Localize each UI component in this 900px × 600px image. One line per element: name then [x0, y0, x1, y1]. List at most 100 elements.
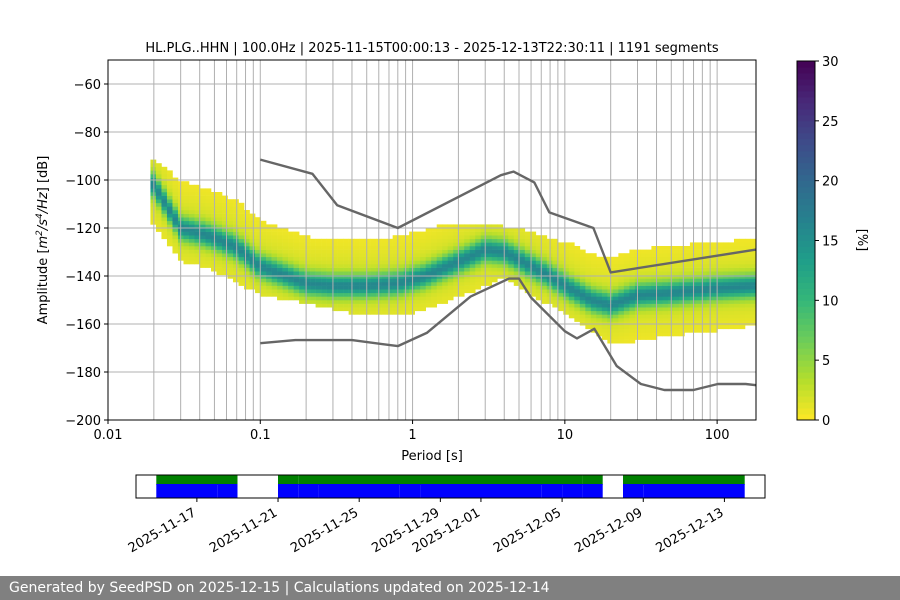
psd-cell — [436, 224, 443, 229]
psd-cell — [359, 271, 366, 276]
psd-cell — [392, 256, 399, 261]
psd-cell — [414, 256, 421, 261]
psd-cell — [370, 296, 377, 301]
psd-cell — [326, 303, 333, 308]
psd-cell — [552, 271, 559, 276]
psd-cell — [447, 274, 454, 279]
psd-cell — [579, 314, 586, 319]
psd-cell — [188, 246, 195, 250]
psd-cell — [475, 282, 482, 286]
colorbar-segment — [797, 270, 815, 277]
psd-cell — [420, 300, 426, 304]
y-tick-label: −80 — [74, 126, 101, 141]
psd-cell — [728, 282, 735, 286]
psd-cell — [684, 292, 691, 297]
psd-cell — [161, 224, 168, 229]
psd-cell — [211, 256, 217, 261]
psd-cell — [684, 278, 691, 283]
psd-cell — [310, 267, 316, 272]
psd-cell — [222, 206, 228, 211]
psd-cell — [310, 300, 316, 304]
psd-cell — [717, 242, 724, 247]
psd-cell — [585, 267, 592, 272]
psd-cell — [392, 264, 399, 268]
psd-cell — [695, 271, 702, 276]
psd-cell — [557, 292, 564, 297]
available-data-interval — [399, 484, 421, 498]
psd-cell — [458, 292, 465, 297]
psd-cell — [590, 296, 597, 301]
psd-cell — [673, 253, 680, 258]
psd-cell — [486, 274, 493, 279]
psd-cell — [684, 307, 691, 312]
psd-cell — [706, 274, 713, 279]
psd-cell — [172, 184, 179, 189]
psd-cell — [453, 285, 460, 290]
psd-cell — [266, 289, 272, 294]
psd-cell — [640, 292, 647, 297]
psd-cell — [502, 271, 509, 276]
psd-cell — [442, 267, 449, 272]
psd-cell — [233, 260, 239, 265]
psd-cell — [645, 289, 652, 294]
psd-cell — [673, 278, 680, 283]
psd-cell — [266, 231, 272, 236]
psd-cell — [431, 228, 438, 232]
colorbar-segment — [797, 72, 815, 80]
psd-cell — [288, 289, 294, 294]
psd-cell — [750, 267, 757, 272]
psd-cell — [480, 231, 487, 236]
psd-cell — [359, 242, 366, 247]
psd-cell — [277, 292, 283, 297]
psd-cell — [403, 307, 410, 312]
psd-cell — [596, 260, 603, 265]
psd-cell — [618, 253, 625, 258]
psd-cell — [601, 292, 608, 297]
colorbar-segment — [797, 414, 815, 421]
psd-cell — [233, 242, 239, 247]
psd-cell — [629, 300, 636, 304]
psd-cell — [288, 271, 294, 276]
psd-cell — [656, 246, 663, 250]
psd-cell — [535, 285, 542, 290]
psd-cell — [464, 235, 471, 240]
psd-cell — [629, 328, 636, 333]
psd-cell — [260, 285, 267, 290]
psd-cell — [155, 228, 162, 232]
psd-cell — [381, 292, 388, 297]
psd-cell — [618, 307, 625, 312]
psd-cell — [513, 253, 520, 258]
colorbar-segment — [797, 294, 815, 301]
psd-cell — [337, 246, 344, 250]
psd-cell — [733, 296, 740, 301]
psd-cell — [304, 271, 311, 276]
psd-cell — [640, 314, 647, 319]
psd-cell — [700, 242, 707, 247]
psd-cell — [563, 246, 570, 250]
psd-cell — [689, 246, 696, 250]
psd-cell — [277, 271, 283, 276]
psd-cell — [601, 314, 608, 319]
psd-cell — [750, 238, 757, 243]
psd-cell — [700, 271, 707, 276]
psd-cell — [216, 256, 223, 261]
colorbar-segment — [797, 276, 815, 283]
psd-cell — [442, 228, 449, 232]
psd-cell — [568, 314, 575, 319]
psd-cell — [568, 289, 575, 294]
psd-cell — [249, 264, 256, 268]
psd-cell — [744, 274, 751, 279]
psd-cell — [568, 249, 575, 254]
psd-cell — [332, 289, 338, 294]
psd-cell — [678, 300, 685, 304]
psd-cell — [662, 267, 669, 272]
y-axis-label: Amplitude [m2/s4/Hz] [dB] — [35, 156, 51, 325]
psd-cell — [260, 246, 267, 250]
psd-cell — [188, 188, 195, 193]
psd-cell — [205, 228, 212, 232]
psd-cell — [590, 292, 597, 297]
psd-cell — [695, 296, 702, 301]
psd-cell — [161, 166, 168, 171]
psd-cell — [199, 220, 206, 225]
